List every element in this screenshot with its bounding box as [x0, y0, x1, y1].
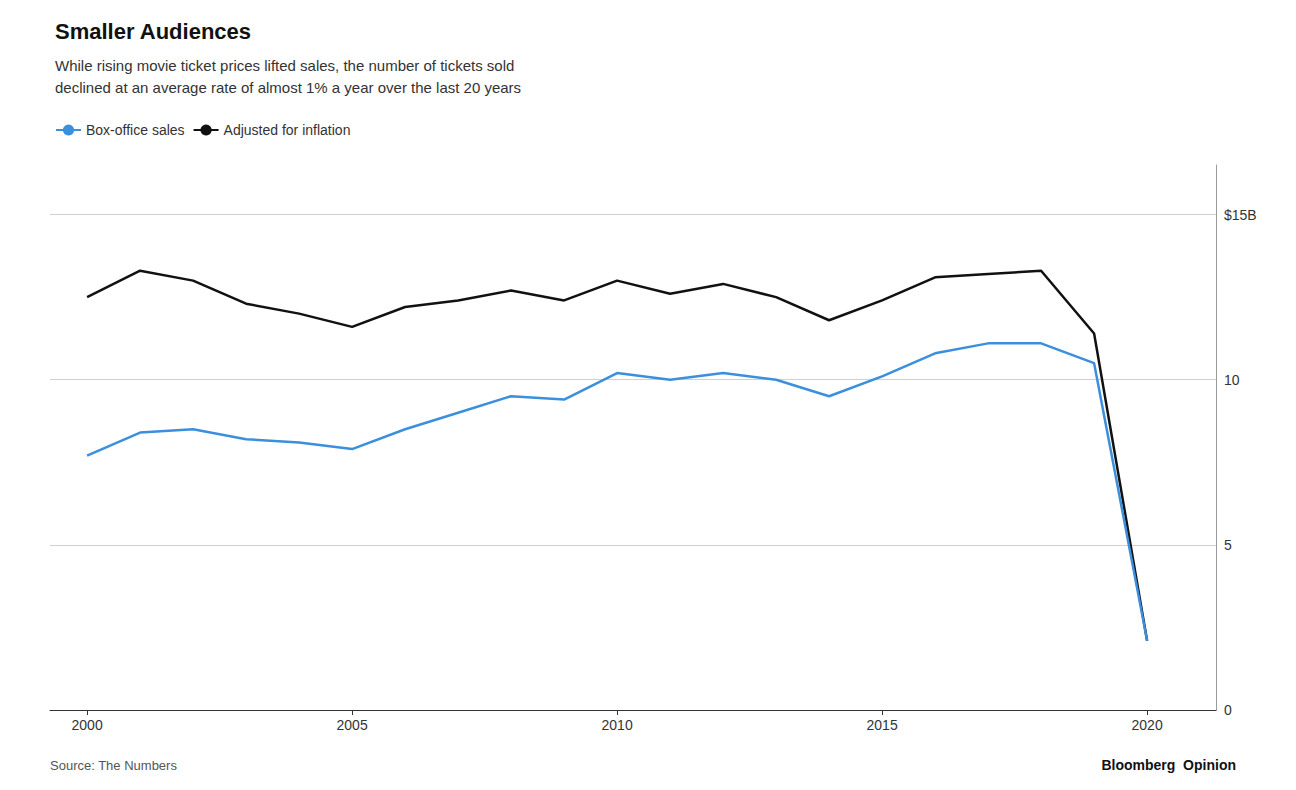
svg-text:declined at an average rate of: declined at an average rate of almost 1%…	[55, 79, 521, 96]
svg-text:Box-office sales: Box-office sales	[86, 122, 185, 138]
svg-text:2020: 2020	[1132, 717, 1163, 733]
svg-text:Source: The Numbers: Source: The Numbers	[50, 758, 177, 773]
svg-text:5: 5	[1224, 537, 1232, 553]
svg-text:0: 0	[1224, 702, 1232, 718]
svg-text:2015: 2015	[867, 717, 898, 733]
svg-text:2010: 2010	[602, 717, 633, 733]
svg-text:Adjusted for inflation: Adjusted for inflation	[224, 122, 351, 138]
svg-text:2005: 2005	[337, 717, 368, 733]
svg-text:$15B: $15B	[1224, 207, 1257, 223]
svg-text:While rising movie ticket pric: While rising movie ticket prices lifted …	[55, 57, 514, 74]
svg-text:Bloomberg Opinion: Bloomberg Opinion	[1101, 757, 1236, 773]
svg-text:Smaller Audiences: Smaller Audiences	[55, 19, 251, 44]
svg-text:2000: 2000	[72, 717, 103, 733]
svg-text:10: 10	[1224, 372, 1240, 388]
